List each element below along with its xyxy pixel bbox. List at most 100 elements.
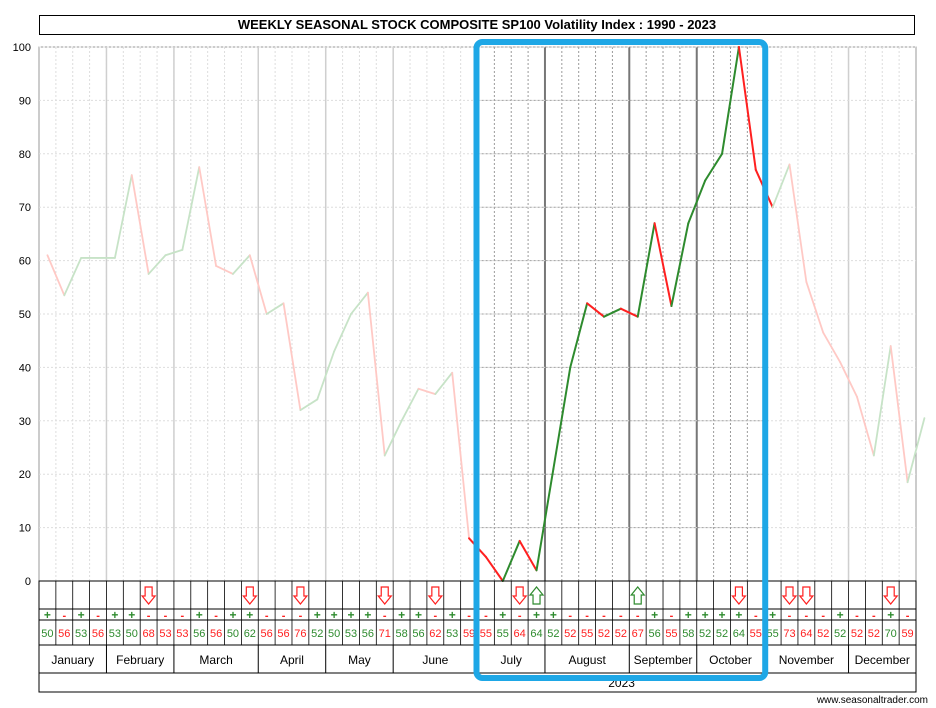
percent-cell: 58 <box>682 628 694 640</box>
percent-cell: 68 <box>143 628 155 640</box>
sign-cell: - <box>636 610 640 622</box>
series-segment <box>282 302 302 412</box>
percent-cell: 56 <box>92 628 104 640</box>
down-arrow-icon <box>731 586 747 605</box>
series-segment <box>232 254 251 275</box>
series-segment <box>602 307 622 318</box>
month-label: October <box>709 653 752 667</box>
sign-cell: + <box>331 608 338 622</box>
percent-cell: 52 <box>716 628 728 640</box>
sign-cell: - <box>619 610 623 622</box>
series-segment <box>636 222 656 318</box>
series-segment <box>670 222 690 307</box>
percent-cell: 55 <box>480 628 492 640</box>
series-segment <box>569 302 589 369</box>
percent-cell: 50 <box>328 628 340 640</box>
sign-cell: - <box>518 610 522 622</box>
series-segment <box>333 313 352 353</box>
percent-cell: 56 <box>648 628 660 640</box>
month-label: May <box>348 653 371 667</box>
sign-cell: - <box>467 610 471 622</box>
down-arrow-icon <box>242 586 258 605</box>
percent-cell: 58 <box>395 628 407 640</box>
y-tick-label: 70 <box>19 202 31 214</box>
sign-cell: - <box>147 610 151 622</box>
series-segment <box>653 222 673 307</box>
sign-cell: + <box>837 608 844 622</box>
month-label: August <box>568 653 606 667</box>
series-segment <box>704 152 724 182</box>
sign-cell: + <box>449 608 456 622</box>
down-arrow-icon <box>140 586 157 605</box>
percent-cell: 59 <box>463 628 475 640</box>
y-tick-label: 80 <box>19 149 31 161</box>
sign-cell: - <box>282 610 286 622</box>
sign-cell: + <box>651 608 658 622</box>
percent-cell: 64 <box>733 628 745 640</box>
series-segment <box>316 350 336 401</box>
series-segment <box>721 46 740 155</box>
series-segment <box>46 254 66 297</box>
percent-cell: 53 <box>75 628 87 640</box>
series-segment <box>198 166 217 267</box>
percent-cell: 71 <box>379 628 391 640</box>
percent-cell: 55 <box>767 628 779 640</box>
month-label: November <box>779 653 834 667</box>
percent-cell: 53 <box>446 628 458 640</box>
series-segment <box>130 174 150 275</box>
sign-cell: - <box>434 610 438 622</box>
sign-cell: - <box>602 610 606 622</box>
y-tick-label: 90 <box>19 95 31 107</box>
series-segment <box>906 417 926 484</box>
down-arrow-icon <box>511 586 528 605</box>
series-segment <box>164 249 184 257</box>
month-label: July <box>501 653 522 667</box>
percent-cell: 64 <box>530 628 542 640</box>
percent-cell: 50 <box>227 628 239 640</box>
sign-cell: - <box>484 610 488 622</box>
series-segment <box>366 291 386 457</box>
y-tick-label: 30 <box>19 416 31 428</box>
month-label: March <box>199 653 232 667</box>
percent-cell: 56 <box>277 628 289 640</box>
chart-title: WEEKLY SEASONAL STOCK COMPOSITE SP100 Vo… <box>39 15 915 35</box>
sign-cell: + <box>769 608 776 622</box>
series-segment <box>350 291 369 315</box>
y-tick-label: 0 <box>25 576 31 588</box>
series-segment <box>805 281 825 334</box>
percent-cell: 53 <box>176 628 188 640</box>
series-segment <box>872 345 892 457</box>
down-arrow-icon <box>292 586 309 605</box>
sign-cell: - <box>805 610 809 622</box>
footer-credit: www.seasonaltrader.com <box>816 695 928 706</box>
y-tick-label: 10 <box>19 523 31 535</box>
down-arrow-icon <box>882 586 899 605</box>
series-segment <box>181 166 201 251</box>
y-tick-label: 40 <box>19 362 31 374</box>
percent-cell: 56 <box>362 628 374 640</box>
series-segment <box>417 387 437 396</box>
sign-cell: - <box>299 610 303 622</box>
sign-cell: + <box>398 608 405 622</box>
month-label: April <box>280 653 304 667</box>
sign-cell: - <box>855 610 859 622</box>
up-arrow-icon <box>528 586 545 605</box>
series-segment <box>434 371 454 396</box>
percent-cell: 73 <box>783 628 795 640</box>
percent-cell: 52 <box>817 628 829 640</box>
series-segment <box>400 387 420 422</box>
percent-cell: 52 <box>834 628 846 640</box>
series-segment <box>822 331 842 363</box>
down-arrow-icon <box>798 586 815 605</box>
month-label: December <box>855 653 910 667</box>
percent-cell: 50 <box>41 628 53 640</box>
percent-cell: 56 <box>210 628 222 640</box>
sign-cell: - <box>821 610 825 622</box>
percent-cell: 56 <box>193 628 205 640</box>
sign-cell: - <box>181 610 185 622</box>
series-segment <box>451 371 470 540</box>
percent-cell: 52 <box>311 628 323 640</box>
highlight-box <box>473 39 769 681</box>
month-label: September <box>634 653 693 667</box>
down-arrow-icon <box>376 586 393 605</box>
